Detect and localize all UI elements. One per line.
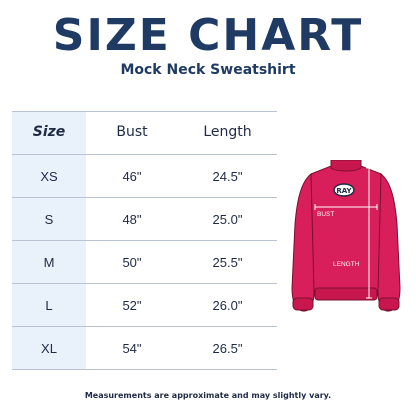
row-size: M [43,255,55,270]
right-cuff [378,297,400,311]
mock-neck-collar [330,160,362,172]
bust-label: BUST [317,211,334,218]
row-length: 26.0" [212,298,243,313]
header-size: Size [32,124,66,140]
sweatshirt-illustration: RAY BUST LENGTH [291,160,401,312]
header-bust: Bust [116,124,148,140]
row-length: 25.0" [212,212,243,227]
row-size: S [44,212,54,227]
logo-text: RAY [336,187,352,195]
table-header-row: Size Bust Length [12,111,277,154]
page-title: SIZE CHART [52,10,364,61]
row-bust: 48" [122,212,142,227]
table-top-rule [12,111,277,112]
table-row: S 48" 25.0" [12,197,277,240]
length-label: LENGTH [333,261,360,268]
table-row: XL 54" 26.5" [12,326,277,369]
row-bust: 54" [122,341,142,356]
row-length: 25.5" [212,255,243,270]
row-bust: 50" [122,255,142,270]
header-length: Length [203,124,252,140]
hem-band [314,287,378,301]
table-row: XS 46" 24.5" [12,154,277,197]
row-size: XS [40,169,58,184]
row-bust: 52" [122,298,142,313]
table-bottom-rule [12,369,277,370]
size-table: Size Bust Length XS 46" 24.5" S 48" 25.0… [12,111,277,370]
table-row: L 52" 26.0" [12,283,277,326]
row-size: L [45,298,53,313]
row-length: 26.5" [212,341,243,356]
left-cuff [292,297,314,311]
page-subtitle: Mock Neck Sweatshirt [120,62,296,78]
row-size: XL [41,341,57,356]
row-bust: 46" [122,169,142,184]
row-length: 24.5" [212,169,243,184]
table-row: M 50" 25.5" [12,240,277,283]
logo-patch [333,183,355,197]
footnote: Measurements are approximate and may sli… [84,391,332,400]
